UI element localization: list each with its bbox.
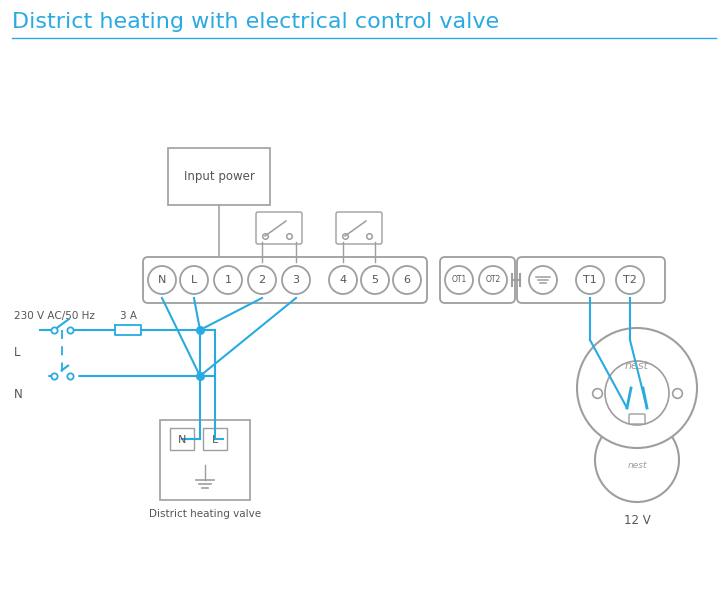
FancyBboxPatch shape — [336, 212, 382, 244]
Circle shape — [248, 266, 276, 294]
Circle shape — [361, 266, 389, 294]
Text: 6: 6 — [403, 275, 411, 285]
Text: T2: T2 — [623, 275, 637, 285]
FancyBboxPatch shape — [256, 212, 302, 244]
Text: 230 V AC/50 Hz: 230 V AC/50 Hz — [14, 311, 95, 321]
Text: 3: 3 — [293, 275, 299, 285]
Text: 2: 2 — [258, 275, 266, 285]
Text: L: L — [191, 275, 197, 285]
FancyBboxPatch shape — [629, 414, 645, 424]
Circle shape — [576, 266, 604, 294]
Circle shape — [282, 266, 310, 294]
Text: L: L — [14, 346, 20, 359]
Text: 3 A: 3 A — [119, 311, 137, 321]
Circle shape — [329, 266, 357, 294]
Text: 12 V: 12 V — [624, 513, 650, 526]
Circle shape — [616, 266, 644, 294]
Circle shape — [445, 266, 473, 294]
FancyBboxPatch shape — [168, 148, 270, 205]
FancyBboxPatch shape — [440, 257, 515, 303]
Text: 4: 4 — [339, 275, 347, 285]
FancyBboxPatch shape — [160, 420, 250, 500]
Text: N: N — [14, 388, 23, 402]
Circle shape — [214, 266, 242, 294]
Circle shape — [479, 266, 507, 294]
Text: nest: nest — [628, 460, 646, 469]
Text: District heating valve: District heating valve — [149, 509, 261, 519]
Circle shape — [148, 266, 176, 294]
Circle shape — [529, 266, 557, 294]
FancyBboxPatch shape — [170, 428, 194, 450]
Text: OT2: OT2 — [486, 276, 501, 285]
Text: 5: 5 — [371, 275, 379, 285]
Text: 1: 1 — [224, 275, 232, 285]
FancyBboxPatch shape — [143, 257, 427, 303]
Text: District heating with electrical control valve: District heating with electrical control… — [12, 12, 499, 32]
Circle shape — [595, 418, 679, 502]
Circle shape — [577, 328, 697, 448]
Circle shape — [393, 266, 421, 294]
Text: T1: T1 — [583, 275, 597, 285]
Circle shape — [605, 361, 669, 425]
Circle shape — [180, 266, 208, 294]
Text: nest: nest — [625, 361, 649, 371]
FancyBboxPatch shape — [203, 428, 227, 450]
FancyBboxPatch shape — [517, 257, 665, 303]
Text: Input power: Input power — [183, 170, 255, 183]
Text: OT1: OT1 — [451, 276, 467, 285]
Text: N: N — [178, 435, 186, 445]
Text: N: N — [158, 275, 166, 285]
Text: L: L — [212, 435, 218, 445]
